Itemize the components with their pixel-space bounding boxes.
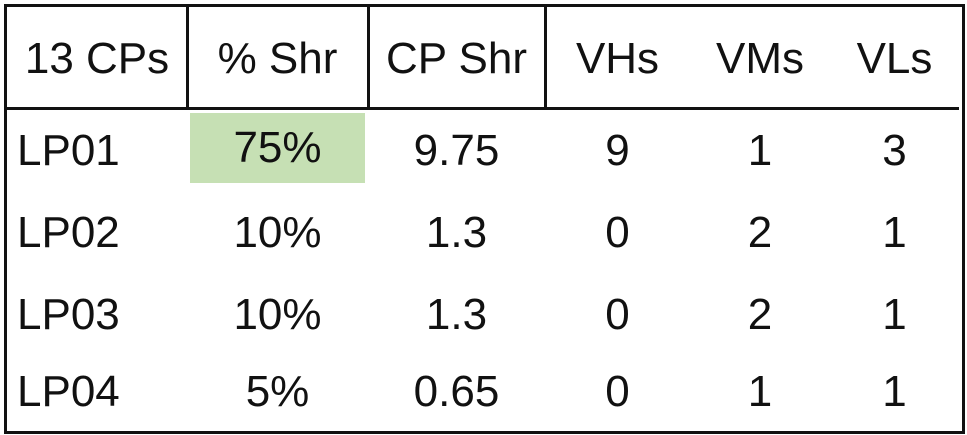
header-cell: VHs <box>575 33 660 83</box>
table-border <box>4 4 965 434</box>
data-cell: 1 <box>882 367 907 416</box>
column-divider <box>367 7 370 107</box>
data-cell: 75% <box>190 113 365 183</box>
row-label: LP02 <box>17 208 120 257</box>
data-cell: 1 <box>747 367 773 416</box>
data-cell: 9 <box>605 126 630 175</box>
data-cell: 3 <box>882 126 907 175</box>
data-cell: 10% <box>233 208 322 257</box>
row-label: LP03 <box>17 290 120 339</box>
data-cell: 1 <box>882 208 907 257</box>
header-cell: % Shr <box>217 33 338 83</box>
data-cell: 0 <box>605 367 630 416</box>
data-cell: 1 <box>882 290 907 339</box>
data-cell: 0 <box>605 290 630 339</box>
column-divider <box>186 7 189 107</box>
row-label: LP01 <box>17 126 120 175</box>
data-cell: 9.75 <box>413 126 500 175</box>
data-cell: 1.3 <box>425 290 488 339</box>
header-divider <box>7 107 959 110</box>
header-cell: 13 CPs <box>24 33 170 83</box>
data-cell: 1.3 <box>425 208 488 257</box>
row-label: LP04 <box>17 367 120 416</box>
header-cell: VMs <box>716 33 804 83</box>
data-cell: 0 <box>605 208 630 257</box>
data-cell: 5% <box>245 367 310 416</box>
data-cell: 1 <box>747 126 773 175</box>
header-cell: VLs <box>856 33 933 83</box>
column-divider <box>544 7 547 107</box>
data-cell: 2 <box>747 290 773 339</box>
data-cell: 0.65 <box>413 367 500 416</box>
data-cell: 2 <box>747 208 773 257</box>
data-cell: 10% <box>233 290 322 339</box>
header-cell: CP Shr <box>385 33 528 83</box>
